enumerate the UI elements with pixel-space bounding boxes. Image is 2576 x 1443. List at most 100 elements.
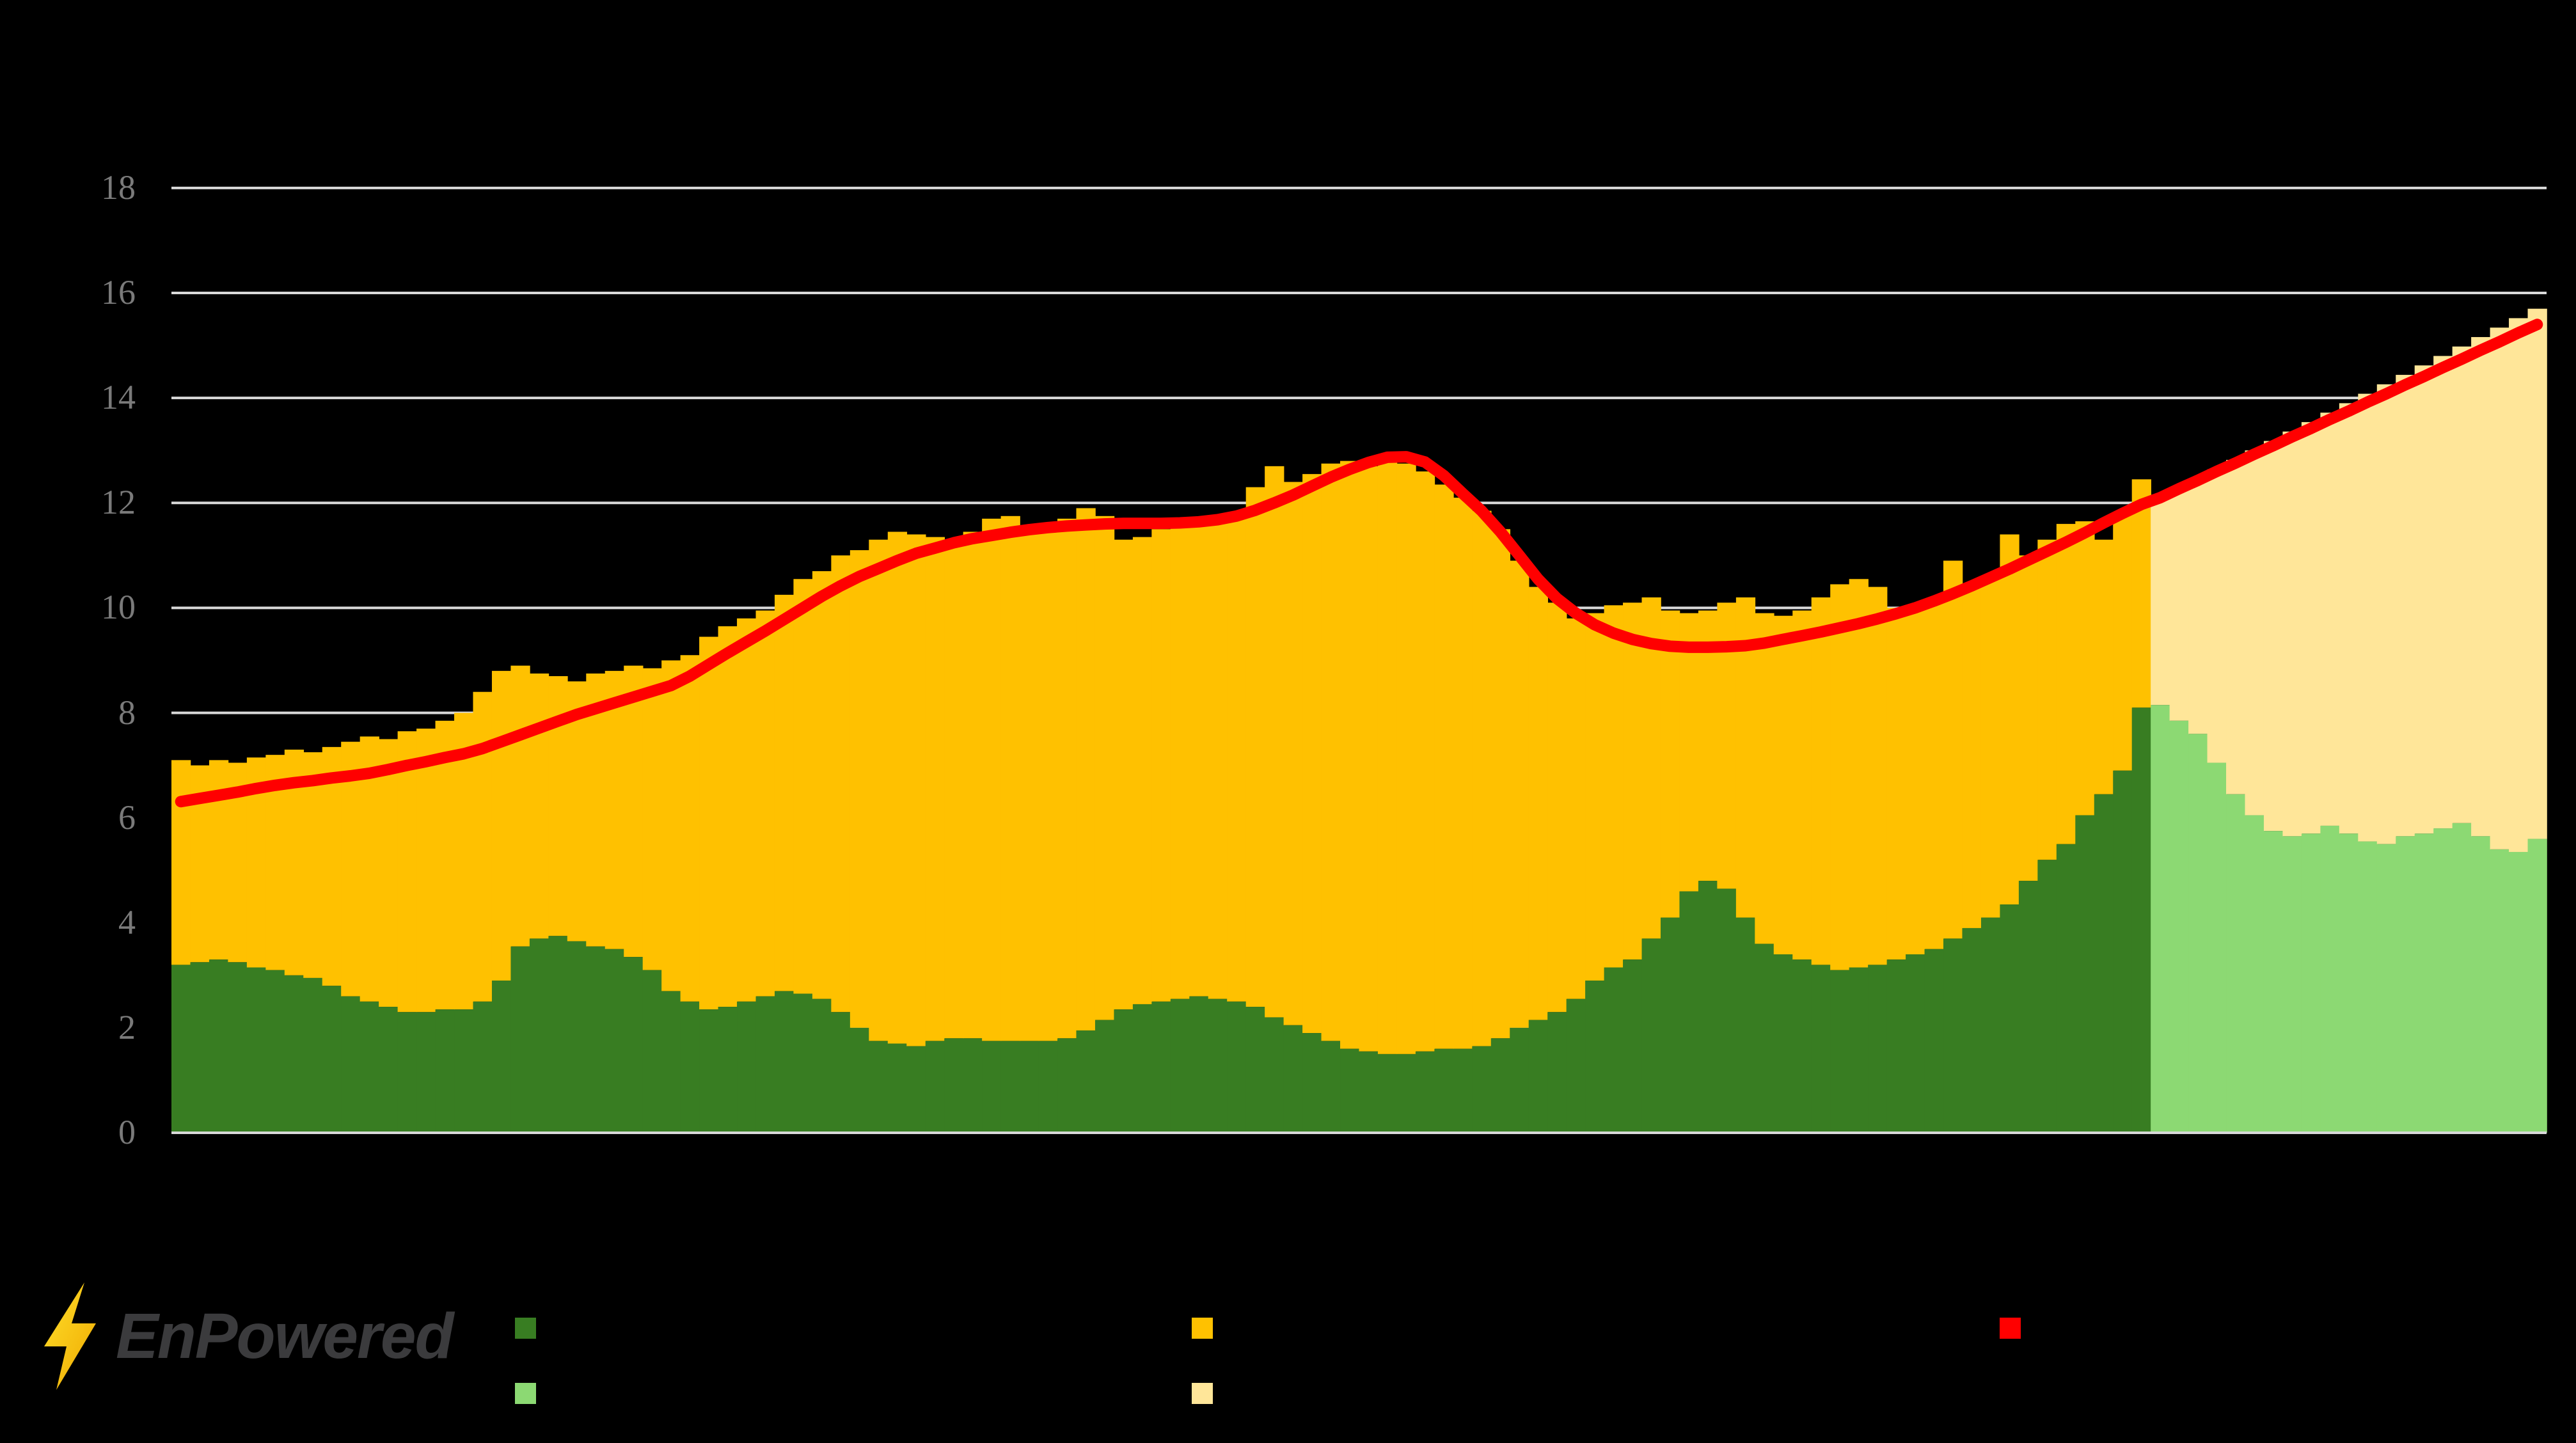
bar-top-forecast xyxy=(2471,336,2491,837)
bar-top-forecast xyxy=(2245,450,2264,816)
bar-bottom-historical xyxy=(1340,1048,1360,1133)
bar-top-historical xyxy=(1679,613,1699,892)
bar-top-forecast xyxy=(2339,403,2359,834)
bar-top-historical xyxy=(435,720,455,1010)
bar-top-forecast xyxy=(2452,346,2472,823)
bar-top-historical xyxy=(1604,605,1624,968)
trend-line-path xyxy=(175,319,2543,808)
bar-bottom-historical xyxy=(1245,1007,1265,1133)
bar-bottom-historical xyxy=(812,998,832,1133)
bar-bottom-historical xyxy=(228,962,248,1133)
bar-bottom-forecast xyxy=(2339,833,2359,1133)
bar-top-historical xyxy=(2113,513,2133,771)
bar-bottom-historical xyxy=(1924,949,1944,1133)
bar-bottom-forecast xyxy=(2490,849,2509,1133)
bar-bottom-forecast xyxy=(2169,720,2189,1133)
bar-bottom-historical xyxy=(1227,1001,1247,1133)
bar-bottom-historical xyxy=(774,991,794,1133)
bar-bottom-historical xyxy=(642,970,662,1133)
y-axis-label-6: 6 xyxy=(118,798,136,837)
bar-top-historical xyxy=(624,665,644,958)
bar-top-historical xyxy=(906,534,926,1046)
bar-top-historical xyxy=(1924,600,1944,949)
bar-top-historical xyxy=(944,544,964,1039)
bar-bottom-forecast xyxy=(2471,836,2491,1133)
bar-bottom-historical xyxy=(397,1012,417,1133)
bar-top-historical xyxy=(774,594,794,991)
bar-top-forecast xyxy=(2320,413,2340,826)
bar-top-historical xyxy=(699,636,719,1010)
bar-bottom-historical xyxy=(1698,881,1718,1133)
bar-bottom-historical xyxy=(849,1027,870,1133)
bar-bottom-historical xyxy=(379,1007,399,1133)
bar-top-historical xyxy=(1943,560,1963,939)
bar-top-historical xyxy=(1415,471,1435,1052)
bar-bottom-forecast xyxy=(2245,815,2264,1133)
bar-bottom-historical xyxy=(1830,970,1850,1133)
bar-top-historical xyxy=(1811,597,1831,965)
bar-bottom-historical xyxy=(416,1012,436,1133)
bar-bottom-forecast xyxy=(2396,836,2415,1133)
bar-bottom-historical xyxy=(1076,1030,1096,1133)
bar-bottom-forecast xyxy=(2414,833,2434,1133)
bar-top-historical xyxy=(360,736,379,1002)
bar-bottom-historical xyxy=(567,941,587,1133)
bar-top-historical xyxy=(586,673,606,947)
bar-top-forecast xyxy=(2301,422,2321,834)
bar-top-historical xyxy=(322,746,342,986)
bar-bottom-historical xyxy=(1472,1046,1492,1133)
bar-bottom-historical xyxy=(1679,891,1699,1133)
bar-top-historical xyxy=(1453,498,1473,1049)
bar-top-historical xyxy=(341,741,361,997)
bar-bottom-historical xyxy=(209,959,229,1133)
bar-bottom-historical xyxy=(1623,959,1643,1133)
bar-top-historical xyxy=(1245,487,1265,1007)
bar-top-historical xyxy=(2075,521,2095,816)
bar-top-historical xyxy=(171,760,191,965)
bar-top-historical xyxy=(1868,587,1888,965)
bar-top-historical xyxy=(510,665,530,947)
bar-bottom-historical xyxy=(586,946,606,1133)
bar-bottom-historical xyxy=(1566,998,1586,1133)
bar-bottom-historical xyxy=(1641,938,1661,1133)
bar-top-forecast xyxy=(2358,393,2378,842)
bar-top-historical xyxy=(1076,508,1096,1030)
bar-bottom-historical xyxy=(793,993,813,1133)
bar-bottom-historical xyxy=(435,1009,455,1133)
bar-bottom-historical xyxy=(1906,954,1925,1133)
y-axis-label-16: 16 xyxy=(101,273,136,312)
bar-bottom-historical xyxy=(831,1012,851,1133)
bar-top-historical xyxy=(2000,534,2019,905)
bar-top-historical xyxy=(869,539,889,1041)
bar-bottom-historical xyxy=(190,962,210,1133)
bar-top-historical xyxy=(793,579,813,994)
bar-top-historical xyxy=(1886,608,1906,960)
bar-top-historical xyxy=(1170,524,1190,999)
bar-bottom-historical xyxy=(1717,888,1737,1133)
bar-top-historical xyxy=(1698,610,1718,881)
bar-top-historical xyxy=(567,681,587,942)
bar-bottom-historical xyxy=(1792,959,1812,1133)
y-axis-label-0: 0 xyxy=(118,1113,136,1151)
bar-top-historical xyxy=(1283,482,1303,1025)
bar-top-historical xyxy=(1189,518,1209,997)
bar-top-historical xyxy=(1020,534,1039,1041)
bar-top-historical xyxy=(849,550,870,1028)
legend-swatch-historical-bottom-series xyxy=(515,1318,536,1339)
bar-top-forecast xyxy=(2509,318,2529,852)
bar-top-historical xyxy=(718,626,738,1007)
bar-bottom-historical xyxy=(1735,917,1756,1133)
bar-top-historical xyxy=(2018,555,2039,881)
bar-top-forecast xyxy=(2414,365,2434,834)
bar-bottom-historical xyxy=(1453,1048,1473,1133)
bar-top-historical xyxy=(982,518,1002,1041)
bar-bottom-historical xyxy=(1962,927,1982,1133)
bar-top-historical xyxy=(1151,529,1171,1002)
bar-bottom-historical xyxy=(1038,1041,1058,1133)
bar-top-historical xyxy=(755,610,775,997)
bar-top-historical xyxy=(529,673,549,939)
legend-swatch-historical-top-series xyxy=(1192,1318,1213,1339)
trend-line xyxy=(175,319,2543,808)
